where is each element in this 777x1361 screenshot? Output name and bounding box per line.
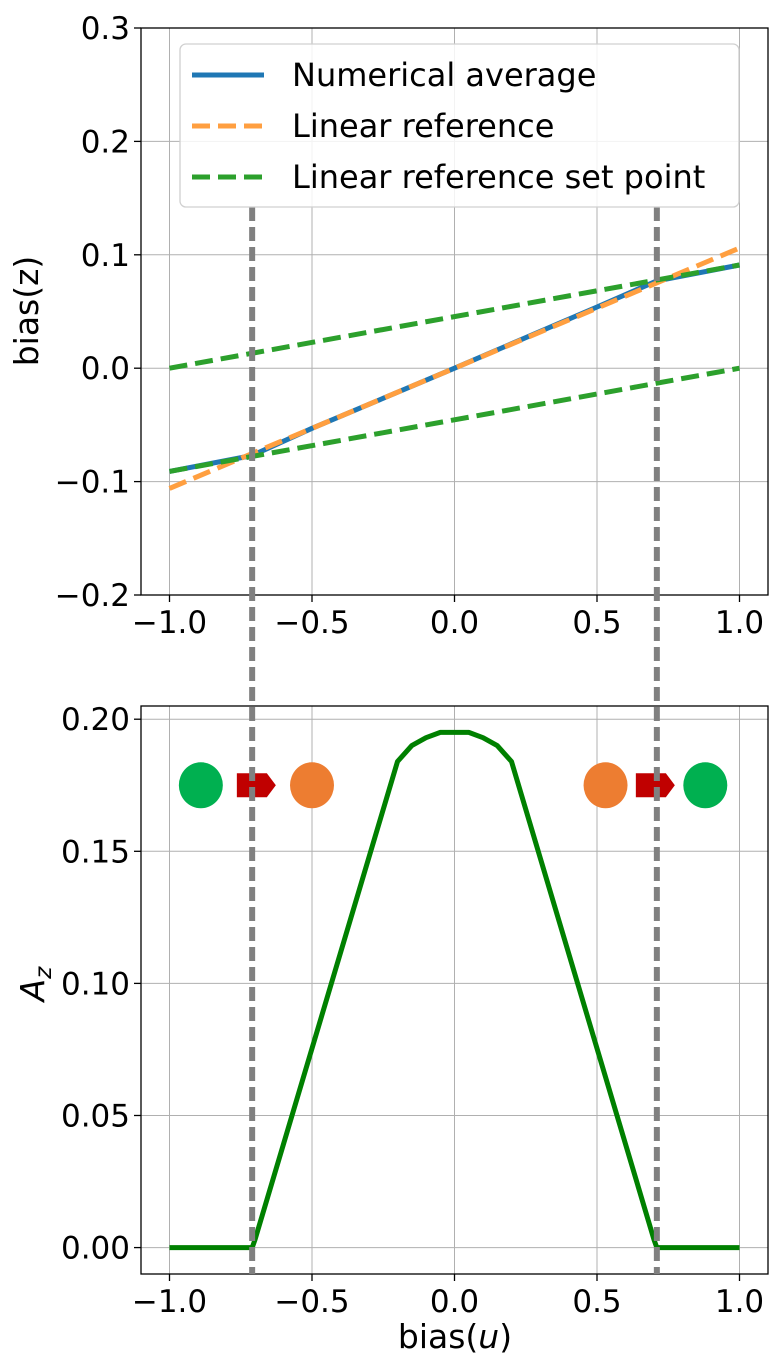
bottom-state-circle-marker [583, 762, 628, 809]
bottom-transition-arrow-marker [236, 773, 276, 798]
bottom-state-circle-marker [290, 762, 334, 809]
legend-label-linear-reference: Linear reference [292, 107, 554, 145]
top-x-tick-label: −1.0 [132, 605, 207, 641]
top-x-tick-label: 0.5 [572, 605, 621, 641]
bottom-x-tick-label: −0.5 [274, 1284, 349, 1320]
top-y-tick-label: 0.1 [81, 238, 130, 274]
top-series-line-series-3 [169, 365, 740, 474]
bottom-series-line-series-0 [169, 729, 740, 1251]
top-x-tick-label: 0.0 [430, 605, 479, 641]
bottom-y-tick-label: 0.20 [61, 702, 130, 738]
legend-label-numerical-average: Numerical average [292, 56, 596, 94]
top-y-tick-label: −0.2 [55, 578, 130, 614]
bottom-y-tick-label: 0.05 [61, 1098, 130, 1134]
bottom-y-tick-label: 0.15 [61, 834, 130, 870]
legend-box [179, 43, 740, 208]
top-series-line-linear-reference-set-point [169, 262, 740, 371]
bottom-state-circle-marker [683, 762, 728, 809]
legend-label-linear-reference-set-point: Linear reference set point [292, 158, 705, 196]
top-x-tick-label: 1.0 [715, 605, 764, 641]
top-y-tick-label: 0.3 [81, 11, 130, 47]
bottom-y-tick-label: 0.10 [61, 966, 130, 1002]
bottom-x-tick-label: 0.0 [430, 1284, 479, 1320]
top-x-tick-label: −0.5 [274, 605, 349, 641]
top-y-tick-label: 0.0 [81, 351, 130, 387]
bottom-panel: −1.0 −0.5 0.0 0.5 1.0 0.00 0.05 0.10 0.15 0.20 [61, 702, 769, 1320]
bottom-transition-arrow-marker [635, 773, 675, 798]
bottom-x-tick-label: 0.5 [572, 1284, 621, 1320]
top-y-axis-label: bias(z) [7, 256, 46, 367]
bottom-y-axis-label: Az [13, 966, 57, 1004]
set-point-markers [249, 207, 660, 1274]
bottom-x-tick-label: 1.0 [715, 1284, 764, 1320]
top-y-tick-label: 0.2 [81, 124, 130, 160]
bottom-y-tick-label: 0.00 [61, 1231, 130, 1267]
bottom-state-circle-marker [178, 762, 223, 809]
top-y-tick-label: −0.1 [55, 465, 130, 501]
bottom-x-axis-label: bias(u) [398, 1317, 512, 1356]
bottom-x-tick-label: −1.0 [132, 1284, 207, 1320]
legend: Numerical average Linear reference Linear … [179, 43, 740, 208]
